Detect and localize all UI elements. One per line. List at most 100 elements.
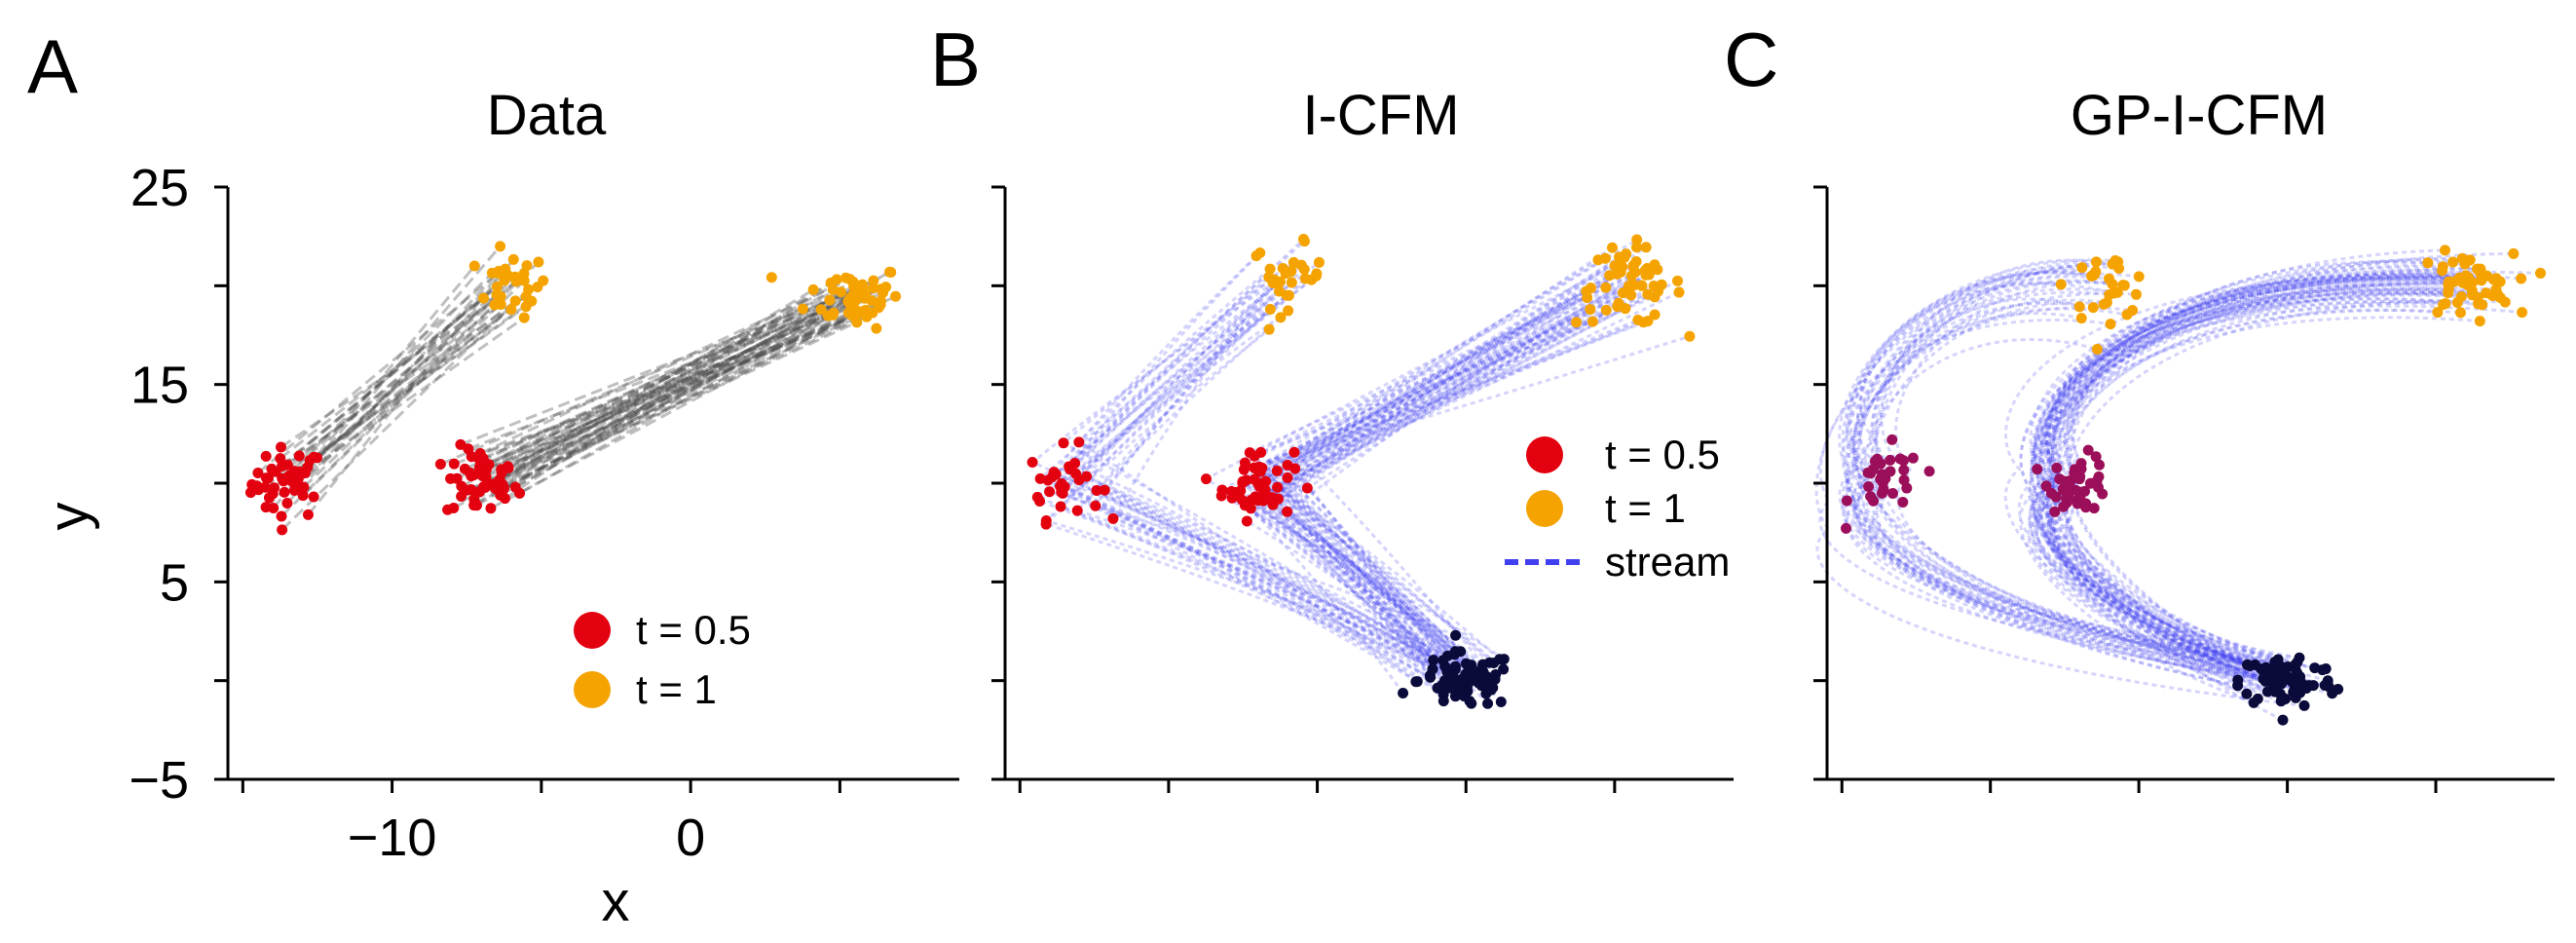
- data-point: [1298, 236, 1310, 247]
- data-point: [1613, 251, 1624, 263]
- legend-b-t1-marker: [1526, 490, 1563, 527]
- data-point: [2241, 688, 2253, 699]
- data-point: [2045, 487, 2057, 499]
- data-point: [822, 310, 834, 321]
- data-point: [1449, 646, 1461, 658]
- data-point: [489, 299, 501, 311]
- data-point: [2290, 692, 2301, 703]
- data-point: [1282, 459, 1293, 471]
- data-point: [1898, 464, 1910, 475]
- stream-line: [1874, 262, 2280, 687]
- legend-b-t05-marker: [1526, 436, 1563, 473]
- data-trajectory-line: [453, 315, 868, 466]
- data-point: [2278, 693, 2290, 704]
- data-trajectory-line: [290, 316, 526, 483]
- data-point: [1236, 494, 1248, 506]
- data-point: [2422, 257, 2434, 269]
- data-point: [492, 267, 504, 279]
- stream-line: [1845, 265, 2274, 671]
- stream-line: [2065, 291, 2462, 722]
- data-point: [1656, 279, 1667, 290]
- stream-line: [1276, 269, 1647, 679]
- data-point: [2439, 245, 2450, 256]
- stream-line: [1874, 280, 2290, 680]
- data-point: [1466, 660, 1477, 671]
- data-trajectory-line: [492, 302, 851, 486]
- stream-line: [1061, 261, 1446, 668]
- data-point: [1869, 456, 1881, 468]
- data-point: [523, 283, 535, 295]
- stream-line: [1251, 285, 1607, 696]
- data-point: [260, 472, 272, 484]
- stream-line: [1051, 254, 1465, 690]
- panel-a-xlabel: x: [602, 870, 630, 933]
- data-point: [1649, 309, 1661, 321]
- stream-line: [2037, 290, 2473, 694]
- data-point: [815, 304, 827, 316]
- stream-line: [1247, 263, 1656, 677]
- data-point: [293, 450, 305, 462]
- data-point: [2438, 299, 2449, 311]
- data-point: [2269, 670, 2281, 682]
- data-point: [1592, 254, 1604, 266]
- data-point: [481, 478, 493, 490]
- stream-line: [2035, 281, 2473, 660]
- panel-a-points: [244, 241, 902, 536]
- data-point: [2088, 503, 2100, 514]
- data-point: [1495, 696, 1507, 707]
- data-point: [308, 491, 319, 503]
- data-trajectory-line: [288, 299, 533, 477]
- legend-b-t1-label: t = 1: [1605, 485, 1686, 531]
- stream-line: [1261, 307, 1626, 705]
- data-point: [2317, 664, 2329, 676]
- stream-line: [1076, 267, 1417, 683]
- data-point: [495, 241, 506, 252]
- data-point: [2481, 287, 2492, 299]
- data-point: [1494, 654, 1506, 665]
- data-point: [499, 275, 510, 286]
- panel-title-b: I-CFM: [1302, 84, 1459, 147]
- data-point: [1200, 473, 1212, 485]
- data-point: [468, 260, 480, 272]
- data-point: [1625, 289, 1637, 301]
- data-point: [850, 305, 862, 317]
- data-point: [1490, 669, 1502, 681]
- data-point: [1271, 465, 1283, 476]
- data-point: [1237, 477, 1249, 489]
- data-point: [2535, 267, 2547, 279]
- stream-line: [2028, 283, 2468, 683]
- stream-line: [2031, 248, 2445, 691]
- stream-line: [2054, 272, 2521, 700]
- data-point: [1466, 698, 1477, 709]
- data-point: [2093, 471, 2105, 482]
- data-point: [2298, 699, 2310, 711]
- data-point: [2118, 280, 2130, 291]
- stream-line: [1084, 272, 1494, 680]
- data-point: [2517, 307, 2528, 319]
- stream-line: [1856, 307, 2296, 680]
- data-point: [2472, 298, 2483, 310]
- stream-line: [1043, 277, 1496, 681]
- data-point: [1257, 495, 1269, 507]
- data-trajectory-line: [484, 288, 814, 489]
- data-point: [1253, 461, 1265, 472]
- data-point: [1044, 486, 1056, 498]
- data-point: [1056, 477, 1067, 489]
- data-point: [1081, 471, 1093, 482]
- data-point: [281, 498, 293, 509]
- data-trajectory-line: [446, 288, 835, 511]
- data-point: [1280, 268, 1291, 280]
- stream-line: [1259, 284, 1643, 694]
- legend-a-t05-label: t = 0.5: [636, 607, 751, 653]
- data-point: [2093, 481, 2105, 493]
- stream-line: [1843, 306, 2296, 667]
- data-trajectory-line: [453, 291, 855, 509]
- data-trajectory-line: [464, 298, 831, 471]
- data-trajectory-line: [502, 308, 867, 492]
- data-point: [2107, 279, 2118, 290]
- data-trajectory-line: [293, 293, 499, 479]
- data-point: [1441, 666, 1453, 678]
- data-point: [297, 490, 309, 502]
- panel-b-points: [1027, 233, 1696, 709]
- data-point: [448, 503, 460, 514]
